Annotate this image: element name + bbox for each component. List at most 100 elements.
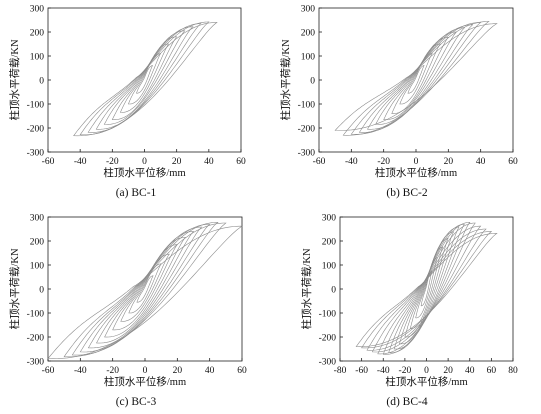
x-tick-label-d-1: -60	[355, 366, 368, 376]
y-axis-label-a: 柱顶水平荷载/KN	[8, 39, 21, 120]
x-tick-label-d-5: 20	[443, 366, 453, 376]
hysteresis-loop-c-1	[136, 275, 154, 303]
y-tick-label-b-2: -100	[298, 101, 316, 111]
hysteresis-chart-d: -80 -60 -40 -20 0 20 40 60 80-300-200-1000100200…	[300, 214, 518, 409]
panel-caption-c: (c) BC-3	[116, 396, 157, 408]
hysteresis-loop-c-3	[120, 253, 170, 322]
x-tick-label-d-2: -40	[377, 366, 390, 376]
hysteresis-loop-b-4	[383, 37, 449, 121]
y-tick-label-d-4: 100	[322, 262, 337, 272]
y-tick-label-d-5: 200	[322, 238, 337, 248]
hysteresis-loop-d-10	[371, 225, 482, 353]
y-tick-label-c-1: -200	[27, 334, 45, 344]
y-axis-label-d: 柱顶水平荷载/KN	[300, 248, 313, 329]
hysteresis-loop-c-9	[71, 222, 219, 356]
y-tick-label-a-6: 300	[30, 5, 45, 15]
y-tick-label-b-4: 100	[301, 53, 316, 63]
x-tick-label-a-5: 40	[204, 157, 214, 167]
y-tick-label-d-6: 300	[322, 214, 337, 224]
x-tick-label-b-6: 60	[508, 157, 518, 167]
hysteresis-loop-a-1	[136, 65, 154, 94]
hysteresis-loop-b-1	[407, 65, 425, 94]
hysteresis-loop-d-9	[377, 222, 476, 355]
x-tick-label-a-6: 60	[236, 157, 246, 167]
plot-frame-d	[339, 216, 514, 362]
y-tick-label-c-0: -300	[27, 358, 45, 368]
hysteresis-loop-d-4	[404, 238, 449, 338]
hysteresis-loop-a-8	[79, 21, 210, 136]
x-tick-label-c-6: 60	[237, 366, 247, 376]
x-tick-label-b-5: 40	[476, 157, 486, 167]
x-tick-label-b-1: -40	[345, 157, 358, 167]
hysteresis-loop-b-5	[375, 31, 458, 125]
panel-caption-a: (a) BC-1	[116, 187, 157, 199]
hysteresis-loop-b-6	[366, 27, 466, 130]
y-tick-label-d-1: -200	[319, 334, 337, 344]
plot-frame-a	[47, 7, 242, 153]
hysteresis-chart-a: -60 -40 -20 0 20 40 60-300-200-1000100200300柱顶…	[8, 5, 246, 200]
hysteresis-loop-b-7	[358, 24, 474, 133]
y-tick-label-a-5: 200	[30, 29, 45, 39]
x-tick-label-d-4: 0	[424, 366, 429, 376]
x-tick-label-b-3: 0	[414, 157, 419, 167]
x-tick-label-a-1: -40	[74, 157, 87, 167]
y-tick-label-b-6: 300	[301, 5, 316, 15]
x-axis-label-b: 柱顶水平位移/mm	[375, 166, 457, 179]
y-tick-label-b-1: -200	[298, 125, 316, 135]
y-tick-label-a-2: -100	[27, 101, 45, 111]
y-tick-label-c-3: 0	[39, 286, 44, 296]
chart-panel-a: -60 -40 -20 0 20 40 60 -300 -200 -100 0 100 200 300 柱顶…	[0, 0, 270, 207]
hysteresis-loop-c-11	[47, 225, 243, 360]
y-tick-label-a-0: -300	[27, 149, 45, 159]
hysteresis-chart-b: -60 -40 -20 0 20 40 60-300-200-1000100200300柱顶…	[279, 5, 518, 200]
hysteresis-loop-d-7	[388, 223, 465, 354]
x-tick-label-a-2: -20	[106, 157, 119, 167]
x-tick-label-c-0: -60	[42, 366, 55, 376]
y-tick-label-b-5: 200	[301, 29, 316, 39]
hysteresis-loop-c-2	[128, 263, 162, 314]
x-tick-label-b-0: -60	[313, 157, 326, 167]
y-axis-label-b: 柱顶水平荷载/KN	[279, 39, 292, 120]
hysteresis-loop-d-13	[355, 232, 498, 348]
hysteresis-loop-c-7	[87, 226, 203, 349]
y-tick-label-c-5: 200	[30, 238, 45, 248]
y-axis-label-c: 柱顶水平荷载/KN	[8, 248, 21, 329]
x-tick-label-d-6: 40	[465, 366, 475, 376]
hysteresis-loop-c-6	[96, 231, 195, 344]
x-tick-label-d-3: -20	[399, 366, 412, 376]
y-tick-label-b-0: -300	[298, 149, 316, 159]
hysteresis-loop-b-10	[334, 23, 498, 131]
hysteresis-loop-c-10	[63, 222, 227, 358]
hysteresis-loop-a-9	[73, 22, 218, 137]
panel-caption-d: (d) BC-4	[386, 396, 427, 408]
x-axis-label-d: 柱顶水平位移/mm	[385, 375, 467, 388]
y-tick-label-d-2: -100	[319, 310, 337, 320]
x-axis-label-c: 柱顶水平位移/mm	[104, 375, 186, 388]
y-tick-label-a-1: -200	[27, 125, 45, 135]
x-tick-label-d-7: 60	[487, 366, 497, 376]
x-tick-label-a-4: 20	[172, 157, 182, 167]
y-tick-label-c-6: 300	[30, 214, 45, 224]
hysteresis-loop-b-9	[342, 21, 490, 136]
hysteresis-loop-c-8	[79, 223, 211, 353]
x-tick-label-b-2: -20	[377, 157, 390, 167]
chart-panel-d: -80 -60 -40 -20 0 20 40 60 80 -300 -200 -100 0 100 200…	[271, 207, 541, 414]
x-tick-label-d-8: 80	[508, 366, 518, 376]
x-tick-label-a-3: 0	[142, 157, 147, 167]
x-tick-label-c-5: 40	[205, 366, 215, 376]
x-tick-label-c-4: 20	[173, 366, 183, 376]
x-tick-label-c-2: -20	[106, 366, 119, 376]
chart-panel-b: -60 -40 -20 0 20 40 60 -300 -200 -100 0 100 200 300 柱顶…	[271, 0, 541, 207]
y-tick-label-a-3: 0	[39, 77, 44, 87]
x-axis-label-a: 柱顶水平位移/mm	[103, 166, 185, 179]
y-tick-label-a-4: 100	[30, 53, 45, 63]
hysteresis-loop-a-5	[103, 30, 186, 125]
hysteresis-loop-d-11	[366, 228, 487, 351]
y-tick-label-c-4: 100	[30, 262, 45, 272]
hysteresis-chart-c: -60 -40 -20 0 20 40 60-300-200-1000100200300柱顶…	[8, 214, 247, 409]
x-tick-label-a-0: -60	[42, 157, 55, 167]
y-tick-label-d-3: 0	[331, 286, 336, 296]
hysteresis-loop-a-6	[95, 26, 194, 130]
x-tick-label-d-0: -80	[334, 366, 347, 376]
y-tick-label-d-0: -300	[319, 358, 337, 368]
